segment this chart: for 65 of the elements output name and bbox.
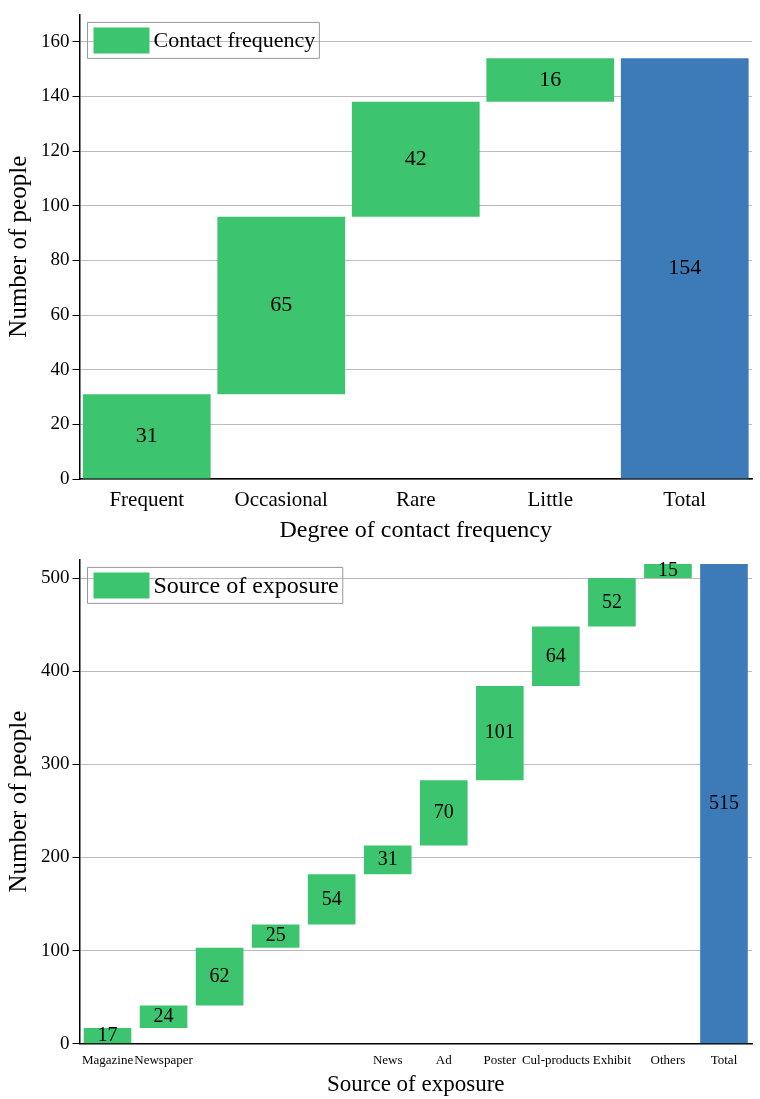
x-tick-label: Total xyxy=(710,1052,738,1068)
bar xyxy=(419,780,468,846)
x-tick-label: Frequent xyxy=(109,487,185,512)
bar xyxy=(307,874,356,925)
data-label: 31 xyxy=(135,422,158,448)
y-tick-label: 20 xyxy=(50,412,70,434)
y-tick-label: 80 xyxy=(50,248,70,270)
bar xyxy=(351,101,480,217)
x-tick-label: News xyxy=(372,1052,403,1068)
x-tick-label: Exhibit xyxy=(592,1052,632,1068)
bar xyxy=(532,626,580,687)
data-label: 62 xyxy=(209,963,230,986)
y-tick-label: 160 xyxy=(41,29,70,51)
data-label: 64 xyxy=(545,643,566,666)
data-label: 42 xyxy=(404,145,427,171)
data-label: 24 xyxy=(153,1004,174,1027)
x-tick-label: Newspaper xyxy=(134,1052,194,1068)
y-tick-label: 100 xyxy=(41,938,70,960)
data-label: 154 xyxy=(668,254,702,280)
data-label: 31 xyxy=(377,847,398,870)
y-tick-label: 100 xyxy=(41,193,70,215)
y-tick-label: 300 xyxy=(41,752,70,774)
y-axis-title: Number of people xyxy=(3,155,31,338)
x-tick-label: Rare xyxy=(395,487,436,512)
y-tick-label: 400 xyxy=(41,659,70,681)
x-tick-label: Ad xyxy=(435,1052,453,1068)
legend-label: Source of exposure xyxy=(153,571,339,598)
data-label: 101 xyxy=(484,720,515,743)
bar xyxy=(195,947,244,1006)
y-tick-label: 120 xyxy=(41,139,70,161)
data-label: 17 xyxy=(97,1022,118,1045)
x-tick-label: Cul-products xyxy=(521,1052,590,1068)
x-tick-label: Others xyxy=(650,1052,686,1068)
y-tick-label: 0 xyxy=(60,466,70,488)
data-label: 25 xyxy=(265,923,286,946)
data-label: 515 xyxy=(708,790,739,813)
x-axis-title: Source of exposure xyxy=(326,1071,505,1097)
x-tick-label: Total xyxy=(663,487,707,512)
y-tick-label: 500 xyxy=(41,566,70,588)
y-tick-label: 60 xyxy=(50,303,70,325)
x-tick-label: Little xyxy=(527,487,573,512)
x-tick-label: Occasional xyxy=(234,487,329,512)
data-label: 52 xyxy=(601,589,622,612)
y-tick-label: 200 xyxy=(41,845,70,867)
data-label: 16 xyxy=(539,65,562,91)
x-tick-label: Poster xyxy=(483,1052,517,1068)
bar xyxy=(700,564,748,1044)
bar xyxy=(217,216,346,395)
bar xyxy=(363,845,412,875)
bar xyxy=(476,686,524,781)
y-tick-label: 40 xyxy=(50,357,70,379)
bar xyxy=(486,58,615,102)
y-tick-label: 0 xyxy=(60,1031,70,1053)
y-tick-label: 140 xyxy=(41,84,70,106)
data-label: 65 xyxy=(270,291,293,317)
bar xyxy=(588,578,636,627)
bar xyxy=(620,58,749,479)
bar xyxy=(82,394,211,479)
data-label: 54 xyxy=(321,886,342,909)
y-axis-title: Number of people xyxy=(3,710,31,893)
x-tick-label: Magazine xyxy=(81,1052,134,1068)
data-label: 70 xyxy=(433,800,454,823)
data-label: 15 xyxy=(657,558,678,581)
x-axis-title: Degree of contact frequency xyxy=(279,515,553,542)
legend-label: Contact frequency xyxy=(153,27,316,53)
